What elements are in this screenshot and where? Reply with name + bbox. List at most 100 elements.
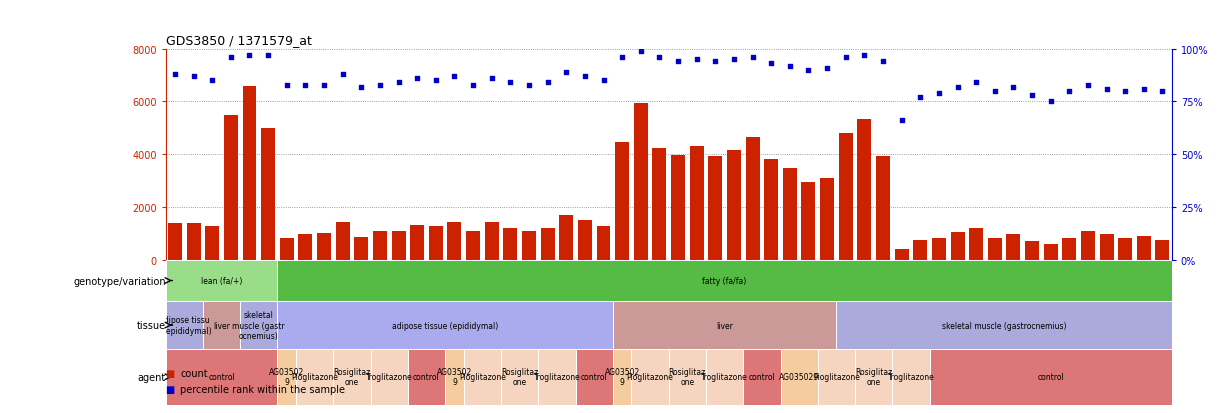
Bar: [858, 119, 871, 260]
Point: [407, 76, 427, 82]
Bar: [632, 349, 669, 405]
Point: [947, 84, 967, 91]
Bar: [764, 159, 778, 260]
Point: [985, 88, 1005, 95]
Bar: [951, 232, 964, 260]
Point: [594, 78, 614, 85]
Bar: [373, 232, 387, 260]
Text: adipose tissu
e (epididymal): adipose tissu e (epididymal): [157, 316, 212, 335]
Text: adipose tissue (epididymal): adipose tissue (epididymal): [391, 321, 498, 330]
Bar: [277, 349, 296, 405]
Bar: [336, 222, 350, 260]
Bar: [837, 301, 1172, 349]
Bar: [296, 349, 334, 405]
Bar: [1118, 238, 1133, 260]
Point: [892, 118, 912, 124]
Point: [854, 52, 874, 59]
Bar: [1006, 235, 1021, 260]
Bar: [391, 231, 406, 260]
Bar: [261, 129, 275, 260]
Point: [724, 57, 744, 64]
Point: [631, 48, 650, 55]
Point: [1115, 88, 1135, 95]
Bar: [575, 349, 612, 405]
Bar: [820, 178, 834, 260]
Bar: [671, 155, 685, 260]
Bar: [168, 223, 182, 260]
Bar: [560, 216, 573, 260]
Text: Rosiglitaz
one: Rosiglitaz one: [334, 367, 371, 387]
Point: [1004, 84, 1023, 91]
Bar: [855, 349, 892, 405]
Point: [277, 82, 297, 89]
Text: control: control: [748, 373, 775, 381]
Point: [464, 82, 483, 89]
Text: Pioglitazone: Pioglitazone: [814, 373, 860, 381]
Point: [501, 80, 520, 87]
Bar: [894, 249, 909, 260]
Bar: [464, 349, 501, 405]
Text: liver: liver: [213, 321, 229, 330]
Bar: [355, 237, 368, 260]
Point: [556, 69, 575, 76]
Point: [929, 90, 948, 97]
Point: [296, 82, 315, 89]
Point: [482, 76, 502, 82]
Bar: [726, 151, 741, 260]
Bar: [280, 239, 293, 260]
Point: [259, 52, 279, 59]
Bar: [1099, 235, 1114, 260]
Text: Pioglitazone: Pioglitazone: [291, 373, 339, 381]
Bar: [744, 349, 780, 405]
Text: AG03502
9: AG03502 9: [437, 367, 472, 387]
Bar: [1081, 232, 1094, 260]
Bar: [485, 222, 498, 260]
Bar: [541, 228, 555, 260]
Point: [351, 84, 371, 91]
Point: [537, 80, 557, 87]
Point: [910, 95, 930, 101]
Bar: [205, 226, 220, 260]
Text: Rosiglitaz
one: Rosiglitaz one: [501, 367, 539, 387]
Bar: [669, 349, 706, 405]
Text: lean (fa/+): lean (fa/+): [201, 276, 242, 285]
Bar: [634, 104, 648, 260]
Text: control: control: [209, 373, 234, 381]
Point: [1079, 82, 1098, 89]
Text: control: control: [413, 373, 439, 381]
Bar: [277, 260, 1172, 301]
Bar: [930, 349, 1172, 405]
Bar: [596, 226, 611, 260]
Bar: [503, 228, 518, 260]
Bar: [780, 349, 817, 405]
Point: [874, 59, 893, 66]
Bar: [166, 260, 277, 301]
Bar: [913, 240, 928, 260]
Point: [706, 59, 725, 66]
Text: Rosiglitaz
one: Rosiglitaz one: [855, 367, 892, 387]
Text: AG035029: AG035029: [779, 373, 820, 381]
Text: control: control: [1037, 373, 1064, 381]
Point: [1040, 99, 1060, 105]
Point: [1152, 88, 1172, 95]
Bar: [839, 134, 853, 260]
Bar: [892, 349, 930, 405]
Bar: [612, 301, 837, 349]
Text: Troglitazone: Troglitazone: [534, 373, 580, 381]
Bar: [746, 138, 760, 260]
Text: Rosiglitaz
one: Rosiglitaz one: [669, 367, 706, 387]
Bar: [969, 228, 983, 260]
Bar: [783, 169, 796, 260]
Bar: [166, 349, 277, 405]
Bar: [1063, 239, 1076, 260]
Point: [371, 82, 390, 89]
Text: AG03502
9: AG03502 9: [269, 367, 304, 387]
Bar: [334, 349, 371, 405]
Point: [612, 55, 632, 61]
Point: [575, 74, 595, 80]
Bar: [317, 234, 331, 260]
Bar: [1044, 244, 1058, 260]
Text: ■: ■: [166, 385, 178, 394]
Point: [239, 52, 259, 59]
Bar: [277, 301, 612, 349]
